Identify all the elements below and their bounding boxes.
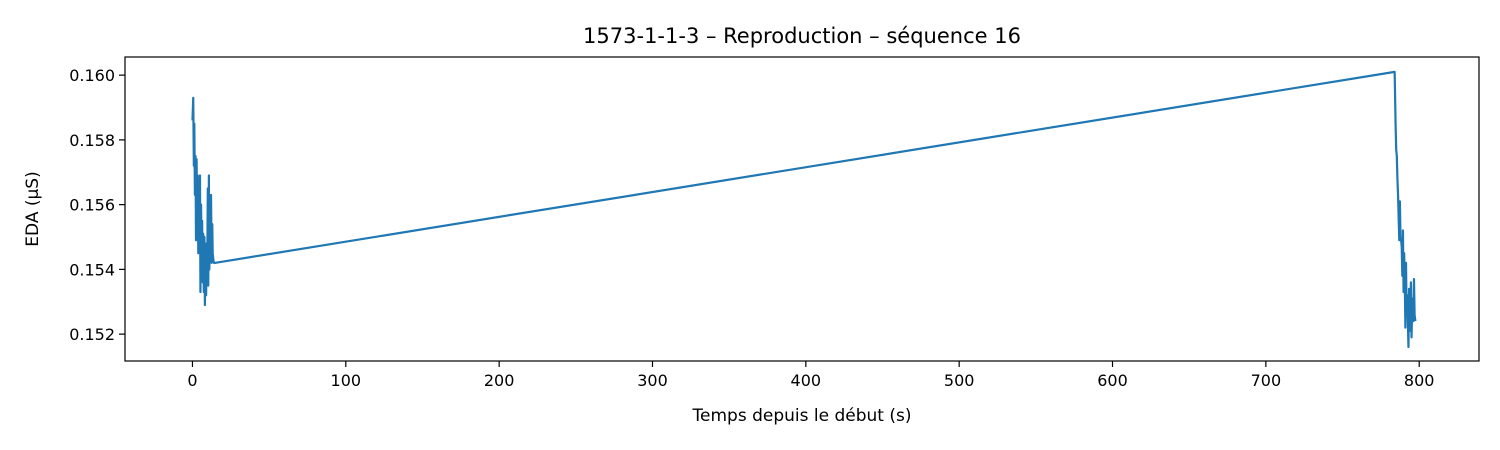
y-axis: 0.152 0.154 0.156 0.158 0.160 (69, 66, 125, 344)
x-tick-label: 300 (637, 371, 668, 390)
y-tick-label: 0.160 (69, 66, 115, 85)
y-tick-label: 0.158 (69, 131, 115, 150)
x-tick-label: 0 (187, 371, 197, 390)
chart-title: 1573-1-1-3 – Reproduction – séquence 16 (583, 24, 1021, 48)
y-tick-label: 0.156 (69, 196, 115, 215)
x-tick-label: 600 (1097, 371, 1128, 390)
y-tick-label: 0.154 (69, 260, 115, 279)
x-tick-label: 500 (944, 371, 975, 390)
x-tick-label: 100 (331, 371, 362, 390)
x-axis: 0 100 200 300 400 500 600 700 800 (187, 361, 1434, 390)
plot-frame (124, 56, 1480, 362)
x-tick-label: 700 (1251, 371, 1282, 390)
y-tick-label: 0.152 (69, 325, 115, 344)
x-tick-label: 200 (484, 371, 515, 390)
series-line (191, 70, 1417, 349)
x-tick-label: 400 (791, 371, 822, 390)
x-tick-label: 800 (1404, 371, 1435, 390)
x-axis-label: Temps depuis le début (s) (692, 406, 912, 426)
y-axis-label: EDA (µS) (23, 171, 43, 246)
